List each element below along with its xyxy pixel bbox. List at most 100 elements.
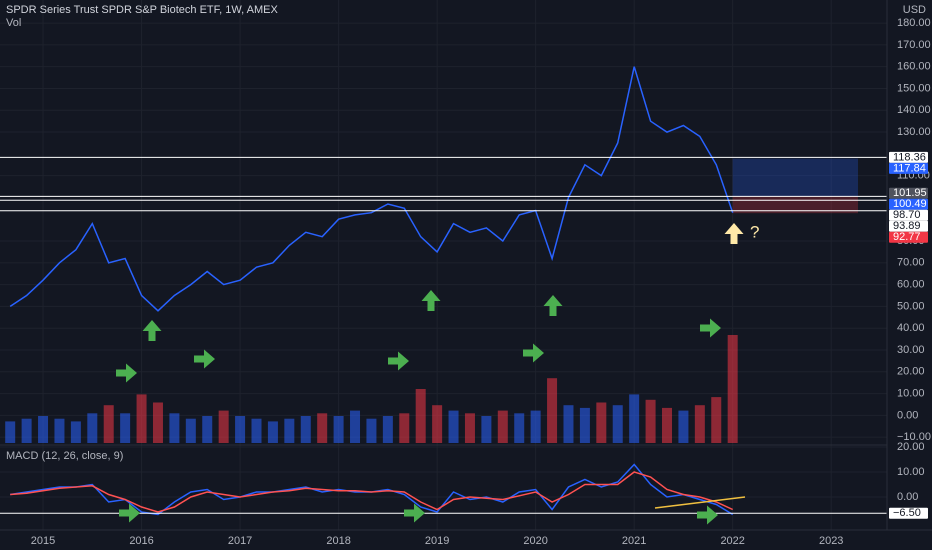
volume-bar bbox=[251, 418, 262, 443]
arrow bbox=[404, 503, 425, 523]
arrow bbox=[697, 505, 718, 525]
volume-bar bbox=[514, 413, 525, 443]
y-tick-label: 20.00 bbox=[897, 441, 925, 453]
volume-bar bbox=[350, 410, 361, 443]
level-label: 118.36 bbox=[893, 151, 926, 163]
volume-bar bbox=[235, 416, 246, 443]
volume-bar bbox=[21, 418, 32, 443]
x-tick-label: 2020 bbox=[523, 535, 547, 547]
macd-title: MACD (12, 26, close, 9) bbox=[6, 450, 123, 462]
volume-bar bbox=[694, 405, 705, 443]
level-label-bg bbox=[889, 231, 928, 243]
arrow bbox=[543, 295, 563, 316]
chart-title: SPDR Series Trust SPDR S&P Biotech ETF, … bbox=[6, 4, 278, 16]
volume-bar bbox=[432, 405, 443, 443]
y-tick-label: 10.00 bbox=[897, 466, 925, 478]
volume-bar bbox=[202, 416, 213, 443]
level-label: 117.84 bbox=[893, 162, 926, 174]
level-label: 92.77 bbox=[893, 231, 921, 243]
volume-bar bbox=[5, 421, 16, 443]
level-label-bg bbox=[889, 187, 928, 199]
volume-bar bbox=[333, 416, 344, 443]
volume-bar bbox=[662, 407, 672, 443]
volume-bar bbox=[645, 399, 656, 443]
annotation: ? bbox=[750, 222, 759, 241]
target-zone bbox=[732, 158, 858, 197]
volume-label: Vol bbox=[6, 17, 21, 29]
volume-bar bbox=[678, 410, 689, 443]
volume-bar bbox=[87, 413, 98, 443]
volume-bar bbox=[399, 413, 410, 443]
volume-bar bbox=[169, 413, 180, 443]
volume-bar bbox=[415, 389, 426, 443]
volume-bar bbox=[70, 421, 81, 443]
volume-bar bbox=[448, 410, 459, 443]
labels: 2015 2016 2017 2018 2019 2020 2021 2022 2023 180.… bbox=[31, 17, 931, 547]
y-tick-label: 10.00 bbox=[897, 387, 925, 399]
currency: USD bbox=[903, 4, 926, 16]
arrow bbox=[388, 351, 409, 371]
level-label: 101.95 bbox=[893, 187, 927, 199]
volume-bar bbox=[317, 413, 328, 443]
level-label-bg bbox=[889, 220, 928, 232]
volume-bar bbox=[218, 410, 229, 443]
x-tick-label: 2019 bbox=[425, 535, 449, 547]
volume-bar bbox=[563, 405, 574, 443]
level-label: 100.49 bbox=[893, 198, 927, 210]
arrow bbox=[119, 503, 140, 523]
arrow bbox=[194, 349, 215, 369]
volume-bar bbox=[152, 402, 163, 443]
y-tick-label: 160.00 bbox=[897, 61, 931, 73]
level-label-bg bbox=[889, 151, 928, 163]
volume-bar bbox=[120, 413, 131, 443]
y-tick-label: 70.00 bbox=[897, 257, 925, 269]
volume-bar bbox=[300, 416, 311, 443]
y-tick-label: 0.00 bbox=[897, 491, 918, 503]
y-tick-label: 130.00 bbox=[897, 126, 931, 138]
volume-bar bbox=[579, 407, 590, 443]
x-tick-label: 2023 bbox=[819, 535, 843, 547]
volume-bar bbox=[366, 418, 377, 443]
price-line bbox=[9, 66, 734, 312]
x-tick-label: 2016 bbox=[129, 535, 153, 547]
volume-bar bbox=[727, 335, 738, 443]
y-tick-label: 140.00 bbox=[897, 104, 931, 116]
x-tick-label: 2017 bbox=[228, 535, 252, 547]
y-tick-label: 40.00 bbox=[897, 322, 925, 334]
marks bbox=[0, 66, 887, 516]
y-tick-label: 30.00 bbox=[897, 344, 925, 356]
level-label: 98.70 bbox=[893, 209, 921, 221]
volume-bar bbox=[481, 416, 492, 443]
level-label: −6.50 bbox=[893, 507, 921, 519]
volume-bar bbox=[38, 416, 49, 443]
y-tick-label: 60.00 bbox=[897, 279, 925, 291]
volume-bar bbox=[103, 405, 114, 443]
volume-bar bbox=[497, 410, 508, 443]
volume-bar bbox=[284, 418, 295, 443]
volume-bar bbox=[629, 394, 640, 443]
volume-bar bbox=[596, 402, 607, 443]
level-label-bg bbox=[889, 209, 928, 221]
volume-bar bbox=[547, 378, 558, 443]
volume-bar bbox=[185, 418, 196, 443]
volume-bar bbox=[530, 410, 541, 443]
x-tick-label: 2015 bbox=[31, 535, 55, 547]
y-tick-label: 170.00 bbox=[897, 39, 931, 51]
arrow bbox=[421, 290, 441, 311]
arrow bbox=[523, 343, 544, 363]
y-tick-label: 50.00 bbox=[897, 300, 925, 312]
volume-bar bbox=[54, 418, 65, 443]
price-line bbox=[10, 471, 734, 513]
y-tick-label: 20.00 bbox=[897, 366, 925, 378]
volume-bar bbox=[711, 397, 722, 443]
level-label-bg bbox=[889, 198, 928, 210]
y-tick-label: 180.00 bbox=[897, 17, 931, 29]
arrow bbox=[142, 320, 162, 341]
x-tick-label: 2018 bbox=[326, 535, 350, 547]
volume-bar bbox=[382, 416, 393, 443]
volume-bar bbox=[267, 421, 278, 443]
x-tick-label: 2021 bbox=[622, 535, 646, 547]
volume-bar bbox=[464, 413, 475, 443]
